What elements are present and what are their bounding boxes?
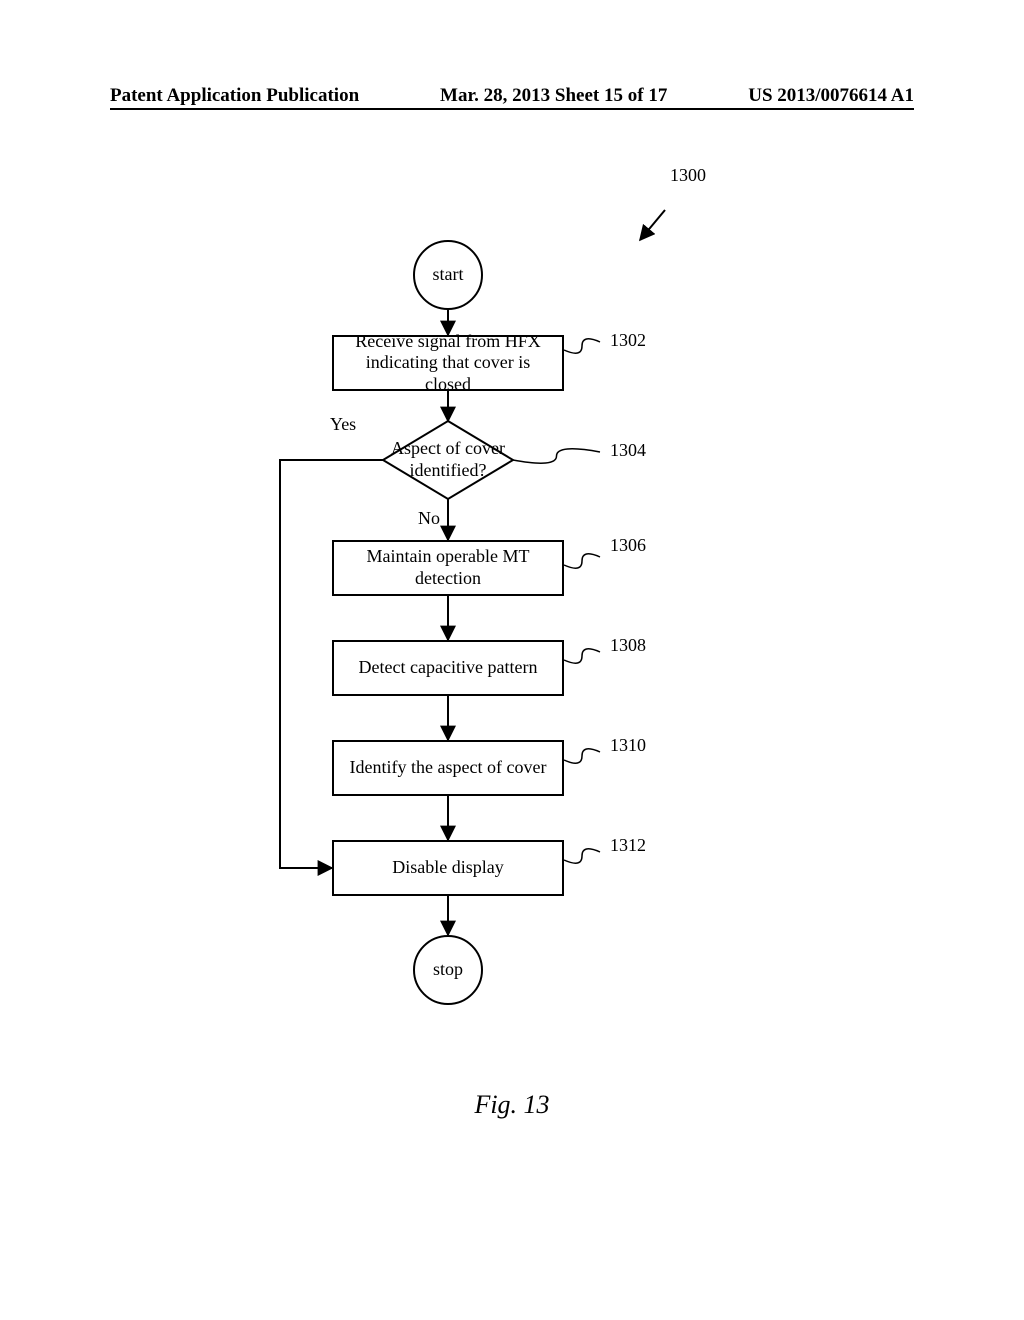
flow-node-n1308: Detect capacitive pattern [332,640,564,696]
flow-node-n1302: Receive signal from HFX indicating that … [332,335,564,391]
page-header: Patent Application Publication Mar. 28, … [0,85,1024,107]
flow-node-n1304: Aspect of cover identified? [363,429,533,491]
flow-node-n1310: Identify the aspect of cover [332,740,564,796]
overall-ref-label: 1300 [670,165,706,186]
header-right: US 2013/0076614 A1 [748,85,914,107]
flow-node-stop: stop [413,935,483,1005]
header-center: Mar. 28, 2013 Sheet 15 of 17 [440,85,667,107]
flowchart-canvas: 1300 start Receive signal from HFX indica… [0,140,1024,1120]
ref-label-1308: 1308 [610,635,646,656]
header-rule [110,108,914,110]
header-left: Patent Application Publication [110,85,359,107]
edge-label-yes: Yes [330,414,356,435]
edge-label-no: No [418,508,440,529]
figure-caption: Fig. 13 [0,1090,1024,1120]
flowchart-svg [0,140,1024,1120]
ref-label-1306: 1306 [610,535,646,556]
flow-node-n1312: Disable display [332,840,564,896]
ref-label-1302: 1302 [610,330,646,351]
flow-node-n1306: Maintain operable MT detection [332,540,564,596]
ref-label-1312: 1312 [610,835,646,856]
flow-node-start: start [413,240,483,310]
ref-label-1310: 1310 [610,735,646,756]
ref-label-1304: 1304 [610,440,646,461]
